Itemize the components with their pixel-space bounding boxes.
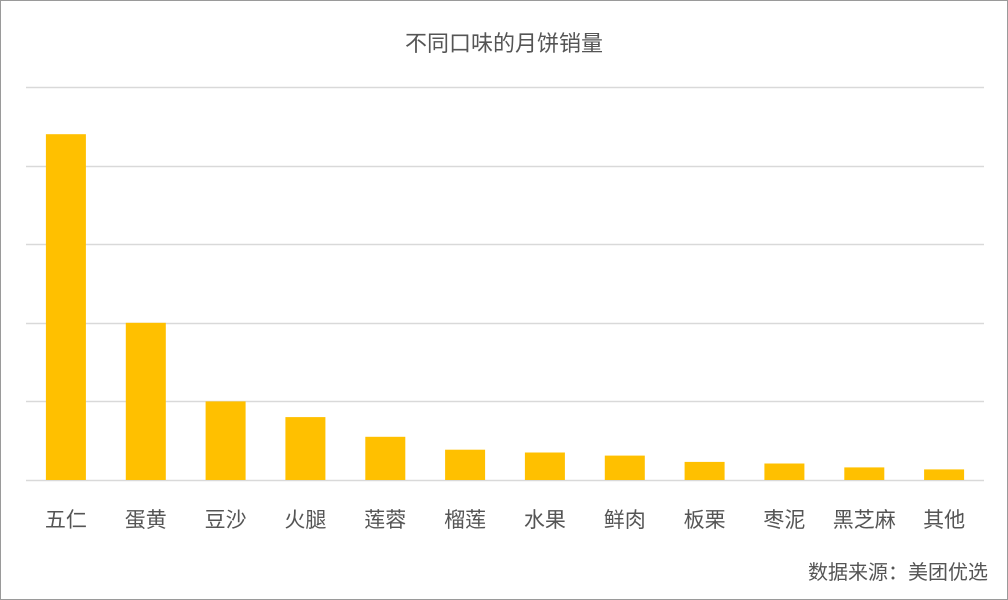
x-tick-labels: 五仁 蛋黄 豆沙 火腿 莲蓉 榴莲 水果 鲜肉 板栗 枣泥 黑芝麻 其他 <box>45 508 965 532</box>
bar-9 <box>764 463 805 480</box>
bar-11 <box>924 469 965 480</box>
bar-0 <box>45 134 86 480</box>
bar-5 <box>445 449 486 480</box>
x-tick-label: 莲蓉 <box>364 508 406 532</box>
x-tick-label: 黑芝麻 <box>833 508 896 532</box>
data-source-note: 数据来源：美团优选 <box>808 560 988 584</box>
chart-title: 不同口味的月饼销量 <box>404 32 603 57</box>
x-tick-label: 枣泥 <box>763 508 805 532</box>
x-tick-label: 水果 <box>524 508 566 532</box>
x-tick-label: 火腿 <box>284 508 326 532</box>
x-tick-label: 其他 <box>923 508 965 532</box>
gridlines <box>26 86 984 482</box>
bar-1 <box>125 322 166 480</box>
x-tick-label: 榴莲 <box>444 508 486 532</box>
x-tick-label: 豆沙 <box>205 508 247 532</box>
x-tick-label: 五仁 <box>45 508 87 532</box>
bar-2 <box>205 401 246 480</box>
x-tick-label: 蛋黄 <box>125 508 167 532</box>
bar-8 <box>684 461 725 480</box>
bar-10 <box>844 467 885 480</box>
bar-6 <box>524 452 565 480</box>
bar-4 <box>365 436 406 480</box>
bar-3 <box>285 417 326 480</box>
bar-7 <box>604 455 645 480</box>
x-tick-label: 鲜肉 <box>604 508 646 532</box>
bars <box>45 134 965 480</box>
x-tick-label: 板栗 <box>684 508 726 532</box>
